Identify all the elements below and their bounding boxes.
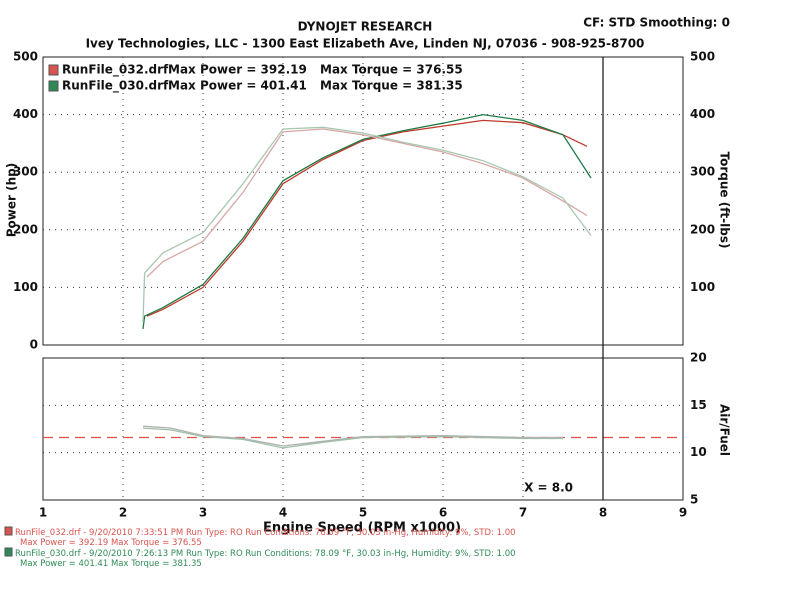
y-tick-label: 5 — [690, 493, 698, 507]
y-tick-label: 0 — [30, 338, 38, 352]
x-tick-label: 8 — [599, 506, 607, 520]
afr-axis-label: Air/Fuel — [718, 404, 732, 456]
y-tick-label: 20 — [690, 351, 707, 365]
data-line — [146, 119, 588, 317]
settings: CF: STD Smoothing: 0 — [583, 16, 730, 30]
legend-swatch — [48, 64, 59, 76]
x-tick-label: 7 — [519, 506, 527, 520]
y-tick-label: 100 — [13, 280, 38, 294]
x-axis-label: Engine Speed (RPM x1000) — [263, 521, 461, 536]
x-tick-label: 1 — [39, 506, 47, 520]
y2-tick-label: 400 — [690, 107, 715, 121]
y-tick-label: 15 — [690, 398, 707, 412]
y-tick-label: 10 — [690, 445, 707, 459]
x-tick-label: 4 — [279, 506, 287, 520]
legend-max-torque: Max Torque = 376.55 — [320, 63, 463, 77]
footer-swatch — [4, 526, 13, 536]
y-tick-label: 500 — [13, 50, 38, 64]
legend-swatch — [48, 80, 59, 92]
legend-max-power: Max Power = 392.19 — [168, 63, 307, 77]
footer-line: Max Power = 401.41 Max Torque = 381.35 — [20, 559, 202, 569]
footer-line: Max Power = 392.19 Max Torque = 376.55 — [20, 538, 202, 548]
y2-axis-label: Torque (ft-lbs) — [718, 152, 732, 249]
x-tick-label: 2 — [119, 506, 127, 520]
y2-tick-label: 500 — [690, 50, 715, 64]
data-line — [142, 427, 563, 449]
y2-tick-label: 300 — [690, 165, 715, 179]
data-line — [142, 126, 592, 323]
y-tick-label: 200 — [13, 222, 38, 236]
x-tick-label: 6 — [439, 506, 447, 520]
footer-line: RunFile_030.drf - 9/20/2010 7:26:13 PM R… — [15, 549, 516, 559]
y-tick-label: 400 — [13, 107, 38, 121]
data-line — [142, 425, 563, 447]
footer-line: RunFile_032.drf - 9/20/2010 7:33:51 PM R… — [15, 528, 516, 538]
footer-swatch — [4, 547, 13, 557]
title: DYNOJET RESEARCH — [298, 20, 433, 34]
x-tick-label: 3 — [199, 506, 207, 520]
data-line — [142, 113, 592, 329]
y2-tick-label: 100 — [690, 280, 715, 294]
legend-name: RunFile_032.drf — [62, 63, 169, 78]
data-line — [146, 128, 588, 278]
y-tick-label: 300 — [13, 165, 38, 179]
x-tick-label: 5 — [359, 506, 367, 520]
subtitle: Ivey Technologies, LLC - 1300 East Eliza… — [86, 37, 645, 51]
cursor-label: X = 8.0 — [524, 481, 573, 495]
legend-max-torque: Max Torque = 381.35 — [320, 79, 463, 93]
y2-tick-label: 200 — [690, 222, 715, 236]
legend-max-power: Max Power = 401.41 — [168, 79, 307, 93]
x-tick-label: 9 — [679, 506, 687, 520]
legend-name: RunFile_030.drf — [62, 79, 169, 94]
y-axis-label: Power (hp) — [5, 163, 19, 237]
